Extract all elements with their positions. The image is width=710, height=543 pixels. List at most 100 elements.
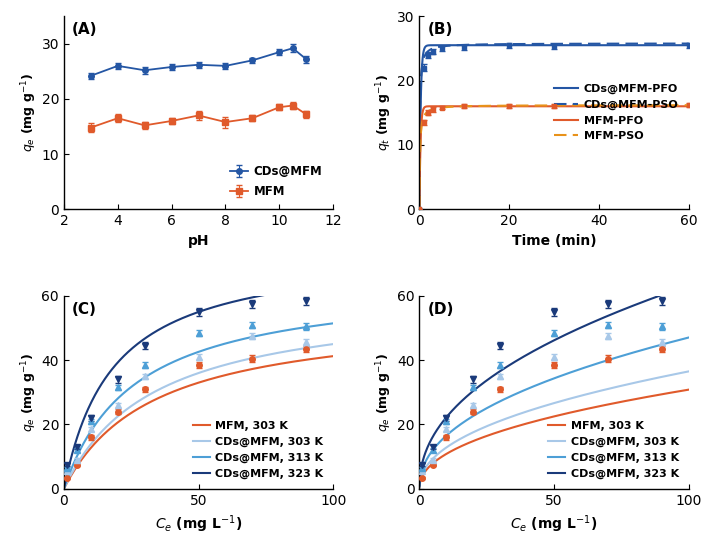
CDs@MFM, 323 K (329, 281, 337, 288)
CDs@MFM-PSO (561, 41, 569, 47)
CDs@MFM, 323 K (60, 485, 68, 492)
CDs@MFM-PFO (684, 42, 693, 48)
CDs@MFM-PFO (562, 42, 570, 48)
Line: CDs@MFM, 303 K: CDs@MFM, 303 K (64, 344, 333, 489)
CDs@MFM-PFO (545, 42, 554, 48)
CDs@MFM-PSO (575, 41, 584, 47)
MFM-PSO (545, 102, 553, 109)
Legend: CDs@MFM-PFO, CDs@MFM-PSO, MFM-PFO, MFM-PSO: CDs@MFM-PFO, CDs@MFM-PSO, MFM-PFO, MFM-P… (550, 80, 683, 146)
Line: CDs@MFM, 323 K: CDs@MFM, 323 K (64, 285, 333, 489)
MFM-PFO (457, 103, 466, 110)
MFM-PFO (636, 103, 645, 110)
CDs@MFM, 303 K (254, 353, 263, 360)
Legend: MFM, 303 K, CDs@MFM, 303 K, CDs@MFM, 313 K, CDs@MFM, 323 K: MFM, 303 K, CDs@MFM, 303 K, CDs@MFM, 313… (544, 417, 683, 483)
MFM, 303 K (166, 389, 175, 396)
CDs@MFM-PSO (415, 204, 424, 211)
CDs@MFM, 303 K (415, 484, 424, 490)
CDs@MFM, 323 K (584, 321, 593, 327)
CDs@MFM, 303 K (684, 368, 693, 375)
CDs@MFM, 313 K (522, 386, 530, 393)
MFM, 303 K (148, 398, 156, 405)
Y-axis label: $q_t$ (mg g$^{-1}$): $q_t$ (mg g$^{-1}$) (375, 74, 394, 151)
MFM, 303 K (256, 364, 264, 371)
CDs@MFM, 323 K (522, 352, 530, 358)
CDs@MFM, 323 K (447, 408, 456, 414)
CDs@MFM, 303 K (584, 390, 593, 397)
CDs@MFM, 303 K (92, 434, 101, 441)
Line: CDs@MFM-PSO: CDs@MFM-PSO (420, 43, 689, 207)
CDs@MFM, 313 K (684, 334, 693, 341)
X-axis label: pH: pH (188, 233, 209, 248)
Line: MFM-PSO: MFM-PSO (420, 105, 689, 209)
CDs@MFM-PSO (678, 40, 687, 47)
Line: MFM, 303 K: MFM, 303 K (420, 390, 689, 487)
MFM, 303 K (609, 400, 618, 407)
Line: CDs@MFM-PFO: CDs@MFM-PFO (420, 45, 689, 209)
X-axis label: $C_e$ (mg L$^{-1}$): $C_e$ (mg L$^{-1}$) (155, 513, 242, 535)
CDs@MFM, 313 K (229, 338, 238, 345)
CDs@MFM, 303 K (256, 353, 264, 360)
CDs@MFM-PFO (463, 42, 471, 48)
MFM-PSO (684, 102, 693, 109)
CDs@MFM, 323 K (415, 482, 424, 489)
Text: (B): (B) (427, 22, 453, 37)
CDs@MFM, 313 K (60, 485, 68, 492)
Text: (D): (D) (427, 302, 454, 317)
MFM, 303 K (329, 353, 337, 359)
CDs@MFM, 323 K (256, 293, 264, 299)
MFM-PSO (543, 102, 552, 109)
CDs@MFM-PFO (636, 42, 645, 48)
MFM, 303 K (611, 400, 619, 406)
CDs@MFM, 303 K (60, 485, 68, 492)
MFM-PFO (415, 205, 424, 212)
CDs@MFM, 303 K (522, 408, 530, 415)
Y-axis label: $q_e$ (mg g$^{-1}$): $q_e$ (mg g$^{-1}$) (19, 353, 38, 432)
MFM-PSO (678, 102, 687, 109)
MFM-PFO (679, 103, 687, 110)
Line: CDs@MFM, 323 K: CDs@MFM, 323 K (420, 286, 689, 485)
Text: (C): (C) (72, 302, 97, 317)
MFM, 303 K (229, 370, 238, 376)
CDs@MFM, 313 K (329, 320, 337, 326)
Y-axis label: $q_e$ (mg g$^{-1}$): $q_e$ (mg g$^{-1}$) (19, 73, 38, 152)
MFM, 303 K (503, 426, 511, 432)
CDs@MFM, 323 K (684, 282, 693, 289)
Line: CDs@MFM, 303 K: CDs@MFM, 303 K (420, 371, 689, 487)
CDs@MFM-PFO (415, 205, 424, 212)
MFM, 303 K (584, 405, 593, 412)
MFM-PFO (684, 103, 693, 110)
CDs@MFM, 303 K (447, 440, 456, 447)
MFM-PFO (576, 103, 584, 110)
MFM, 303 K (684, 387, 693, 393)
CDs@MFM, 303 K (611, 384, 619, 390)
MFM-PSO (636, 102, 645, 109)
MFM-PFO (544, 103, 552, 110)
CDs@MFM, 323 K (229, 299, 238, 305)
MFM, 303 K (60, 485, 68, 492)
CDs@MFM, 323 K (611, 310, 619, 316)
X-axis label: Time (min): Time (min) (512, 233, 596, 248)
Y-axis label: $q_e$ (mg g$^{-1}$): $q_e$ (mg g$^{-1}$) (375, 353, 394, 432)
Line: CDs@MFM, 313 K: CDs@MFM, 313 K (420, 338, 689, 487)
MFM-PSO (561, 102, 569, 109)
CDs@MFM, 313 K (148, 370, 156, 376)
CDs@MFM-PSO (684, 40, 693, 47)
MFM-PFO (545, 103, 554, 110)
CDs@MFM, 313 K (415, 483, 424, 490)
Text: (A): (A) (72, 22, 97, 37)
CDs@MFM, 323 K (503, 363, 511, 370)
CDs@MFM-PSO (636, 40, 645, 47)
MFM, 303 K (254, 364, 263, 371)
CDs@MFM, 323 K (609, 310, 618, 317)
CDs@MFM-PSO (545, 41, 553, 47)
CDs@MFM-PSO (543, 41, 552, 47)
CDs@MFM, 313 K (447, 428, 456, 434)
MFM, 303 K (522, 420, 530, 427)
CDs@MFM, 303 K (166, 381, 175, 387)
CDs@MFM, 313 K (256, 332, 264, 339)
CDs@MFM, 303 K (148, 390, 156, 396)
CDs@MFM, 323 K (254, 293, 263, 299)
Line: MFM-PFO: MFM-PFO (420, 106, 689, 209)
Legend: CDs@MFM, MFM: CDs@MFM, MFM (226, 161, 327, 203)
CDs@MFM, 313 K (92, 420, 101, 426)
